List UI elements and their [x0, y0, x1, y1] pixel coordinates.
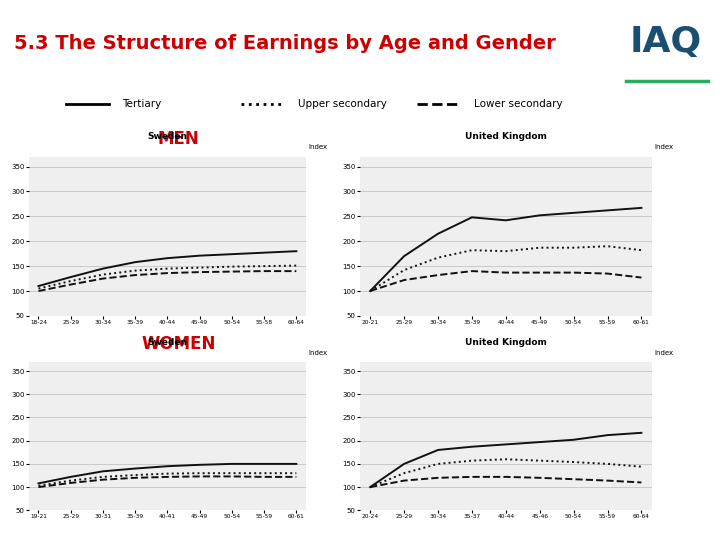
Text: 5.3 The Structure of Earnings by Age and Gender: 5.3 The Structure of Earnings by Age and…	[14, 33, 556, 53]
Text: Sweden: Sweden	[148, 338, 187, 347]
Text: DUISBURG
ESSEN: DUISBURG ESSEN	[670, 514, 707, 525]
Text: Sweden: Sweden	[148, 132, 187, 140]
Text: United Kingdom: United Kingdom	[465, 132, 546, 140]
Text: Index: Index	[309, 350, 328, 356]
Text: Upper secondary: Upper secondary	[298, 99, 387, 109]
Text: Lower secondary: Lower secondary	[474, 99, 562, 109]
Text: Age: Age	[498, 364, 513, 373]
Text: MEN: MEN	[158, 130, 199, 148]
Text: Index: Index	[309, 144, 328, 150]
Text: Tertiary: Tertiary	[122, 99, 161, 109]
Text: IAQ: IAQ	[629, 25, 701, 58]
Text: WOMEN: WOMEN	[141, 335, 216, 353]
Text: Age: Age	[160, 364, 175, 373]
Text: Index: Index	[654, 350, 674, 356]
Text: Index: Index	[654, 144, 674, 150]
Text: United Kingdom: United Kingdom	[465, 338, 546, 347]
Text: Institut Arbeit und Qualifikation: Institut Arbeit und Qualifikation	[684, 248, 693, 389]
